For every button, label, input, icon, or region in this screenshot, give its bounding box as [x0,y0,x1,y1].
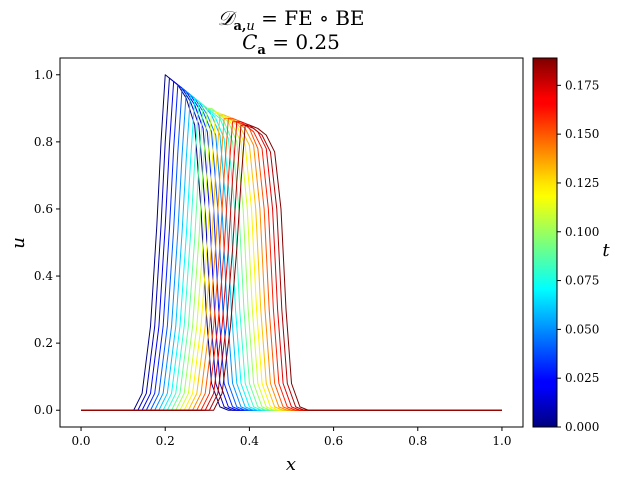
plot-background [60,58,523,427]
x-tick-label-3: 0.6 [324,434,343,448]
y-tick-label-2: 0.4 [34,269,53,283]
title-line-2-rest: = 0.25 [266,30,340,54]
x-tick-label-5: 1.0 [492,434,511,448]
x-axis-label: x [286,454,296,475]
title-line-2-symbol: C [242,30,257,54]
colorbar-label: t [602,240,610,261]
series-line-18 [81,124,502,411]
colorbar-tick-label-2: 0.050 [565,322,599,336]
colorbar-gradient [533,58,557,427]
x-tick-label-1: 0.2 [156,434,175,448]
x-tick-label-4: 0.8 [408,434,427,448]
title-line-1-symbol: 𝒟 [217,6,237,30]
y-tick-label-5: 1.0 [34,68,53,82]
colorbar-tick-label-6: 0.150 [565,127,599,141]
title-line-1-subscript-var: u [246,19,254,34]
chart-title: 𝒟𝐚,u = FE ∘ BE C𝐚 = 0.25 [217,6,364,58]
colorbar-frame [532,57,558,428]
colorbar: 0.000 0.025 0.050 0.075 0.100 0.125 0.150 0.175… [532,57,610,434]
series-group [81,74,502,411]
x-axis-ticks: 0.0 0.2 0.4 0.6 0.8 1.0 [71,427,512,448]
y-tick-label-1: 0.2 [34,336,53,350]
y-tick-label-4: 0.8 [34,135,53,149]
plot-area: 0.0 0.2 0.4 0.6 0.8 1.0 0.0 0.2 0.4 0.6 0.8 1.0 [34,57,524,448]
title-line-2: C𝐚 = 0.25 [242,30,340,58]
title-line-1-rest: = FE ∘ BE [255,6,365,30]
plot-frame [59,57,524,428]
colorbar-tick-label-4: 0.100 [565,225,599,239]
title-line-1-subscript: 𝐚, [233,19,246,34]
y-axis-ticks: 0.0 0.2 0.4 0.6 0.8 1.0 [34,68,60,417]
colorbar-tick-label-5: 0.125 [565,176,599,190]
colorbar-tick-label-3: 0.075 [565,274,599,288]
x-tick-label-2: 0.4 [240,434,259,448]
title-line-1: 𝒟𝐚,u = FE ∘ BE [217,6,364,34]
colorbar-tick-label-0: 0.000 [565,420,599,434]
colorbar-tick-label-1: 0.025 [565,371,599,385]
y-tick-label-0: 0.0 [34,403,53,417]
colorbar-tick-label-7: 0.175 [565,78,599,92]
y-tick-label-3: 0.6 [34,202,53,216]
x-tick-label-0: 0.0 [71,434,90,448]
y-axis-label: u [8,237,29,249]
colorbar-ticks: 0.000 0.025 0.050 0.075 0.100 0.125 0.150 0.175 [557,78,599,434]
title-line-2-subscript: 𝐚 [257,43,266,58]
series-line-19 [81,124,502,411]
